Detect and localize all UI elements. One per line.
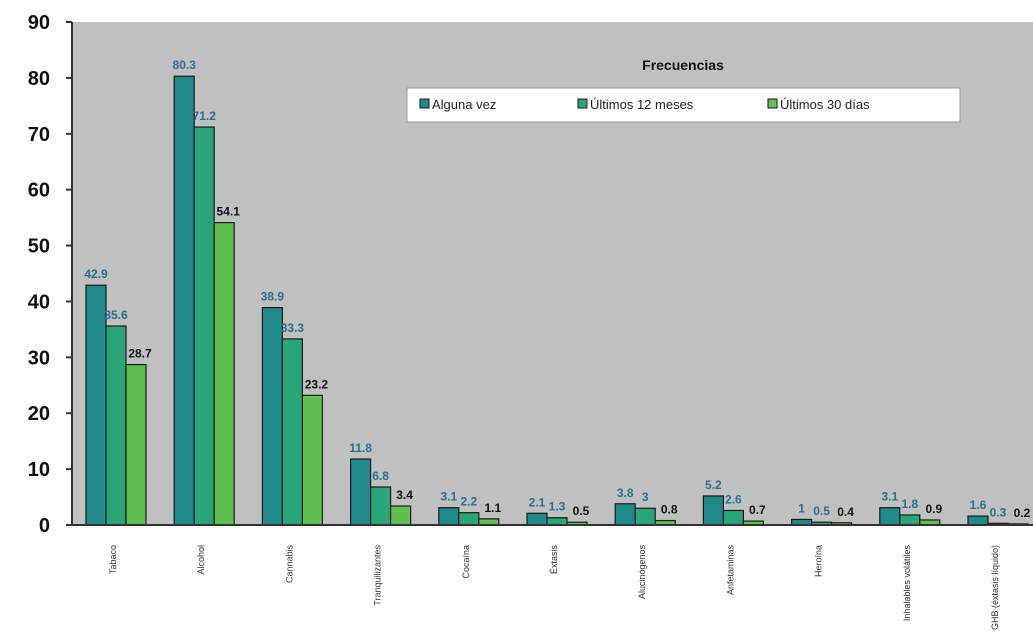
legend-box — [406, 87, 961, 123]
data-label: 2.6 — [725, 492, 742, 506]
legend-title: Frecuencias — [642, 57, 724, 73]
x-tick-label: Éxtasis — [549, 545, 559, 575]
bar-1-7 — [614, 503, 636, 526]
data-label: 80.3 — [173, 58, 197, 72]
x-tick-label: Inhalables volátiles — [902, 545, 912, 622]
data-label: 6.8 — [372, 469, 389, 483]
bar-1-2 — [173, 75, 195, 526]
data-label: 0.3 — [990, 505, 1007, 519]
data-label: 0.5 — [573, 504, 590, 518]
legend-entry: Alguna vez — [432, 97, 496, 112]
bar-1-6 — [526, 512, 548, 526]
y-tick-label: 20 — [28, 403, 50, 425]
y-axis: 0 10 20 30 40 50 60 70 80 90 — [28, 12, 73, 537]
legend: Frecuencias Alguna vez Últimos 12 meses Úl… — [406, 57, 961, 123]
legend-swatch — [419, 98, 430, 109]
bar-3-4 — [390, 505, 412, 526]
data-label: 33.3 — [281, 321, 305, 335]
legend-swatch — [767, 98, 778, 109]
data-label: 23.2 — [305, 377, 329, 391]
data-label: 0.8 — [661, 503, 678, 517]
data-label: 1.8 — [901, 497, 918, 511]
bar-1-5 — [438, 507, 460, 526]
data-label: 0.7 — [749, 503, 766, 517]
data-label: 3.4 — [396, 488, 413, 502]
bar-3-2 — [213, 222, 235, 526]
data-label: 0.2 — [1014, 506, 1031, 520]
x-tick-label: Tabaco — [108, 545, 118, 574]
bar-1-3 — [261, 306, 283, 526]
data-label: 42.9 — [84, 267, 108, 281]
y-tick-label: 10 — [28, 459, 50, 481]
x-tick-label: Cannabis — [284, 545, 294, 584]
data-label: 2.1 — [529, 495, 546, 509]
bar-1-8 — [702, 495, 725, 526]
data-label: 0.5 — [813, 504, 830, 518]
data-label: 3.1 — [440, 490, 457, 504]
bar-1-10 — [879, 507, 901, 526]
data-label: 1.3 — [549, 500, 566, 514]
bar-2-10 — [899, 514, 921, 526]
x-axis: Tabaco Alcohol Cannabis Tranquilizantes Coca… — [72, 524, 1033, 630]
bar-2-5 — [458, 512, 480, 526]
x-tick-label: Anfetaminas — [725, 545, 735, 596]
bar-1-11 — [967, 515, 989, 526]
x-tick-label: Heroína — [814, 545, 824, 577]
data-label: 1 — [798, 501, 805, 515]
data-label: 1.1 — [484, 501, 501, 515]
bar-2-8 — [722, 509, 745, 526]
bar-2-6 — [546, 517, 568, 526]
data-label: 28.7 — [128, 347, 152, 361]
bar-2-7 — [634, 507, 656, 526]
x-tick-label: Alucinógenos — [637, 545, 647, 600]
data-label: 54.1 — [217, 205, 241, 219]
data-label: 3 — [642, 490, 649, 504]
data-label: 3.1 — [881, 490, 898, 504]
data-label: 11.8 — [349, 441, 372, 455]
y-tick-label: 30 — [28, 347, 50, 369]
y-tick-label: 70 — [28, 124, 50, 146]
data-label: 5.2 — [705, 478, 722, 492]
y-tick-label: 60 — [28, 180, 50, 202]
data-labels: 42.935.628.780.371.254.138.933.323.211.8… — [84, 58, 1030, 520]
data-label: 71.2 — [193, 109, 217, 123]
legend-entry: Últimos 12 meses — [590, 97, 694, 112]
x-tick-label: Alcohol — [196, 545, 206, 575]
x-tick-label: GHB (éxtasis líquido) — [990, 545, 1000, 630]
data-label: 1.6 — [970, 498, 987, 512]
y-tick-label: 0 — [39, 515, 50, 537]
data-label: 2.2 — [460, 495, 477, 509]
data-label: 35.6 — [104, 308, 128, 322]
bar-2-4 — [370, 486, 392, 526]
bar-3-1 — [125, 363, 147, 526]
bar-1-1 — [85, 284, 107, 526]
data-label: 0.9 — [925, 502, 942, 516]
x-tick-label: Cocaína — [461, 545, 471, 579]
bar-3-3 — [301, 394, 323, 526]
legend-swatch — [577, 98, 588, 109]
data-label: 0.4 — [837, 505, 854, 519]
legend-entry: Últimos 30 días — [780, 97, 870, 112]
x-tick-label: Tranquilizantes — [373, 545, 383, 606]
bar-2-2 — [193, 126, 215, 526]
bar-2-3 — [281, 338, 303, 526]
data-label: 3.8 — [617, 486, 634, 500]
y-tick-label: 90 — [28, 12, 50, 34]
bar-1-4 — [350, 458, 372, 526]
data-label: 38.9 — [261, 290, 285, 304]
y-tick-label: 40 — [28, 291, 50, 313]
y-tick-label: 50 — [28, 236, 50, 258]
y-tick-label: 80 — [28, 68, 50, 90]
bar-2-1 — [105, 325, 127, 526]
